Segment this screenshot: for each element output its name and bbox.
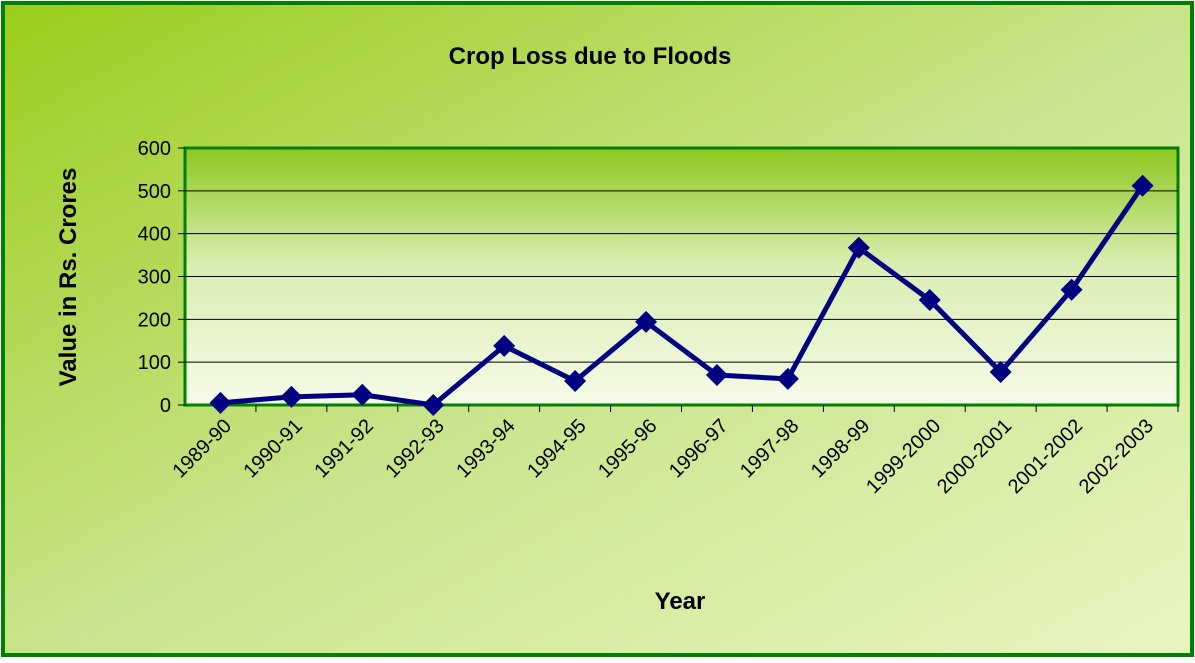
x-axis-label: Year [655, 588, 706, 615]
data-point [847, 236, 870, 259]
y-tick-label: 300 [138, 267, 171, 289]
data-point [705, 364, 728, 387]
y-tick-label: 600 [138, 138, 171, 160]
data-point [422, 394, 445, 416]
y-tick-label: 200 [138, 309, 171, 331]
data-point [1060, 278, 1083, 301]
data-point [989, 361, 1012, 384]
y-tick-label: 400 [138, 224, 171, 246]
data-line [220, 184, 1145, 408]
data-point [280, 385, 303, 408]
data-point [209, 391, 232, 414]
data-point [635, 310, 658, 333]
data-point [776, 367, 799, 390]
data-point [564, 370, 587, 393]
y-tick-label: 100 [138, 352, 171, 374]
data-point [918, 289, 941, 312]
y-tick-label: 0 [160, 395, 171, 417]
data-point [1131, 174, 1154, 197]
y-axis-label: Value in Rs. Crores [55, 168, 82, 387]
data-point [493, 334, 516, 357]
y-tick-label: 500 [138, 181, 171, 203]
data-point [351, 383, 374, 406]
chart-title: Crop Loss due to Floods [449, 43, 732, 70]
